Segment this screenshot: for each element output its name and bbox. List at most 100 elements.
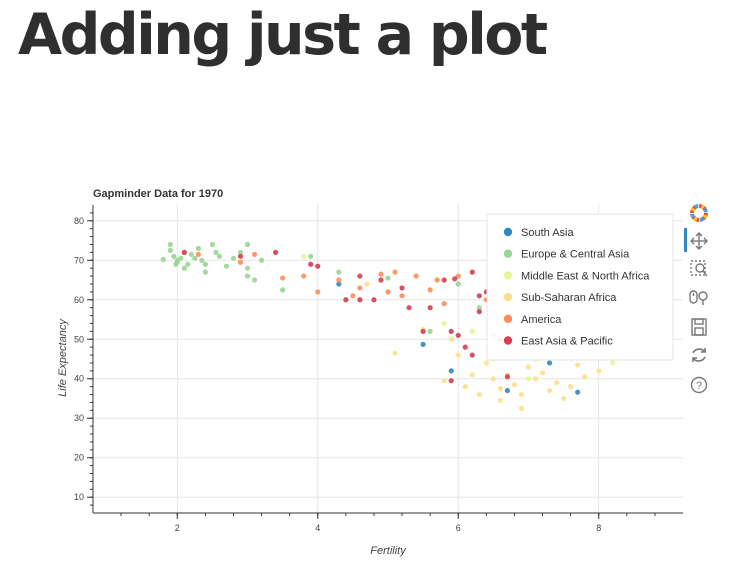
scatter-point: [174, 257, 180, 263]
scatter-point: [280, 287, 286, 293]
scatter-point: [575, 389, 581, 395]
scatter-point: [511, 382, 518, 388]
help-icon[interactable]: ?: [688, 374, 710, 396]
scatter-point: [244, 265, 251, 271]
axes: 2 4 6 8 10 20 30 40 50 60 70 80: [74, 205, 683, 533]
x-tick-label: 4: [315, 523, 320, 533]
scatter-point: [251, 277, 258, 283]
scatter-point: [237, 259, 244, 265]
scatter-point: [504, 374, 511, 380]
scatter-point: [213, 249, 219, 255]
scatter-point: [315, 263, 321, 269]
scatter-point: [462, 384, 468, 390]
scatter-point: [357, 273, 363, 279]
scatter-point: [343, 297, 349, 303]
legend: South Asia Europe & Central Asia Middle Ea…: [486, 213, 674, 361]
scatter-point: [357, 297, 363, 303]
scatter-point: [532, 376, 539, 382]
scatter-point: [504, 387, 511, 394]
scatter-point: [596, 368, 602, 374]
scatter-point: [181, 265, 187, 271]
scatter-point: [199, 257, 205, 263]
scatter-point: [308, 253, 314, 259]
reset-icon[interactable]: [688, 344, 710, 366]
scatter-point: [546, 387, 553, 394]
scatter-point: [364, 281, 370, 287]
scatter-point: [448, 378, 454, 384]
scatter-point: [455, 273, 461, 279]
wheel-zoom-icon[interactable]: [688, 286, 710, 308]
scatter-point: [378, 277, 384, 283]
scatter-point: [462, 344, 468, 350]
scatter-point: [469, 352, 475, 358]
legend-marker: [503, 249, 513, 258]
scatter-point: [448, 368, 454, 374]
scatter-point: [237, 253, 244, 259]
scatter-point: [185, 261, 191, 267]
scatter-point: [546, 360, 553, 366]
scatter-point: [476, 293, 482, 299]
scatter-point: [315, 289, 321, 295]
scatter-point: [195, 245, 201, 252]
scatter-point: [357, 285, 363, 291]
scatter-point: [202, 269, 208, 275]
legend-label: Europe & Central Asia: [521, 249, 630, 261]
scatter-point: [273, 249, 279, 255]
scatter-point: [188, 251, 194, 257]
scatter-point: [251, 251, 258, 257]
data-points: [160, 241, 616, 411]
scatter-point: [230, 255, 237, 261]
scatter-point: [582, 374, 588, 380]
legend-marker: [503, 271, 513, 280]
scatter-point: [392, 269, 398, 275]
scatter-point: [427, 305, 433, 311]
scatter-point: [181, 249, 187, 255]
scatter-point: [455, 332, 461, 338]
scatter-point: [518, 391, 525, 398]
scatter-point: [192, 255, 198, 261]
legend-marker: [503, 314, 513, 323]
x-axis-label: Fertility: [370, 545, 407, 557]
scatter-point: [399, 293, 405, 299]
scatter-point: [560, 395, 567, 402]
scatter-point: [399, 285, 405, 291]
scatter-point: [441, 301, 447, 307]
legend-label: America: [521, 314, 562, 326]
scatter-point: [301, 273, 307, 279]
x-tick-label: 6: [456, 523, 461, 533]
scatter-point: [483, 360, 489, 366]
legend-label: Middle East & North Africa: [521, 270, 650, 282]
y-tick-label: 20: [74, 453, 84, 463]
pan-icon[interactable]: [688, 230, 710, 252]
scatter-point: [336, 277, 342, 283]
scatter-point: [202, 261, 208, 267]
scatter-point: [497, 386, 503, 392]
scatter-point: [385, 275, 391, 281]
scatter-point: [469, 328, 475, 334]
scatter-point: [610, 360, 616, 366]
scatter-point: [350, 293, 356, 299]
active-tool-indicator: [684, 228, 687, 252]
save-icon[interactable]: [688, 316, 710, 338]
scatter-point: [434, 277, 440, 283]
scatter-point: [455, 281, 461, 287]
slide-title: Adding just a plot: [18, 2, 548, 68]
scatter-point: [173, 261, 179, 267]
scatter-point: [427, 287, 433, 293]
scatter-point: [244, 273, 251, 279]
scatter-point: [455, 352, 461, 358]
scatter-point: [406, 305, 412, 311]
svg-text:?: ?: [696, 380, 702, 392]
legend-marker: [503, 336, 513, 345]
y-tick-label: 70: [74, 255, 84, 265]
bokeh-logo-icon[interactable]: [688, 202, 710, 224]
legend-label: South Asia: [521, 227, 574, 239]
scatter-point: [385, 289, 391, 295]
scatter-point: [553, 380, 560, 386]
y-tick-label: 40: [74, 374, 84, 384]
scatter-point: [160, 256, 166, 263]
scatter-point: [469, 372, 475, 378]
scatter-point: [518, 405, 525, 411]
scatter-point: [216, 253, 223, 259]
box-zoom-icon[interactable]: [688, 258, 710, 280]
